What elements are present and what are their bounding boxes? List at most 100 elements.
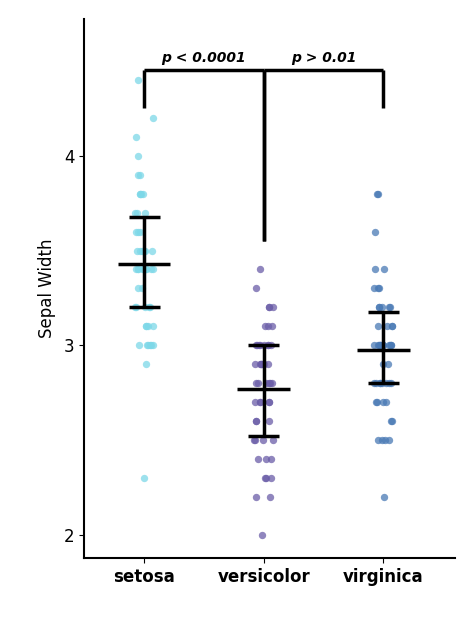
Point [386, 302, 393, 313]
Point [257, 264, 264, 275]
Point [386, 378, 393, 389]
Point [136, 245, 144, 256]
Point [265, 378, 272, 389]
Point [376, 302, 383, 313]
Point [251, 359, 259, 370]
Point [132, 264, 139, 275]
Point [382, 378, 390, 389]
Point [382, 398, 390, 408]
Point [149, 321, 157, 332]
Point [134, 264, 142, 275]
Point [140, 473, 148, 483]
Point [379, 359, 387, 370]
Point [258, 530, 265, 540]
Point [378, 378, 386, 389]
Point [268, 321, 276, 332]
Point [265, 398, 272, 408]
Point [142, 264, 150, 275]
Point [146, 302, 154, 313]
Point [150, 264, 157, 275]
Point [262, 454, 270, 464]
Point [136, 188, 144, 198]
Point [378, 435, 385, 445]
Point [387, 417, 394, 427]
Point [382, 435, 389, 445]
Point [261, 473, 269, 483]
Point [134, 169, 141, 179]
Point [372, 398, 379, 408]
Point [139, 188, 147, 198]
Point [387, 340, 395, 351]
Point [385, 359, 392, 370]
Point [377, 340, 385, 351]
Point [376, 378, 384, 389]
Point [257, 340, 264, 351]
Point [135, 264, 142, 275]
Point [262, 378, 269, 389]
Point [371, 283, 378, 294]
Y-axis label: Sepal Width: Sepal Width [38, 239, 56, 338]
Point [373, 188, 381, 198]
Point [269, 435, 277, 445]
Point [141, 245, 148, 256]
Point [143, 359, 150, 370]
Point [149, 113, 157, 123]
Point [265, 417, 272, 427]
Point [380, 340, 387, 351]
Point [376, 378, 384, 389]
Text: p < 0.0001: p < 0.0001 [162, 51, 246, 65]
Point [379, 398, 387, 408]
Point [260, 359, 268, 370]
Point [136, 188, 144, 198]
Point [133, 245, 141, 256]
Point [144, 340, 151, 351]
Point [135, 340, 143, 351]
Point [266, 492, 274, 502]
Point [142, 321, 150, 332]
Point [141, 302, 148, 313]
Point [252, 283, 259, 294]
Point [266, 398, 273, 408]
Point [136, 226, 144, 236]
Point [258, 359, 266, 370]
Point [257, 359, 265, 370]
Point [388, 340, 395, 351]
Point [265, 302, 272, 313]
Point [264, 340, 272, 351]
Point [143, 264, 150, 275]
Point [139, 264, 147, 275]
Point [388, 321, 396, 332]
Point [371, 340, 378, 351]
Point [257, 359, 265, 370]
Point [268, 378, 275, 389]
Point [132, 302, 139, 313]
Point [375, 283, 383, 294]
Point [131, 207, 139, 217]
Point [148, 245, 156, 256]
Point [131, 302, 139, 313]
Point [378, 302, 386, 313]
Point [259, 435, 267, 445]
Point [388, 321, 396, 332]
Point [135, 283, 142, 294]
Point [133, 226, 140, 236]
Point [140, 264, 147, 275]
Point [264, 359, 272, 370]
Point [257, 398, 264, 408]
Point [146, 340, 153, 351]
Point [145, 302, 152, 313]
Point [374, 188, 382, 198]
Point [147, 340, 154, 351]
Point [380, 264, 387, 275]
Point [250, 435, 258, 445]
Point [252, 378, 260, 389]
Point [251, 435, 258, 445]
Point [269, 302, 276, 313]
Point [385, 340, 393, 351]
Point [137, 188, 144, 198]
Point [263, 473, 270, 483]
Point [388, 417, 395, 427]
Point [141, 245, 148, 256]
Point [143, 321, 150, 332]
Point [149, 340, 157, 351]
